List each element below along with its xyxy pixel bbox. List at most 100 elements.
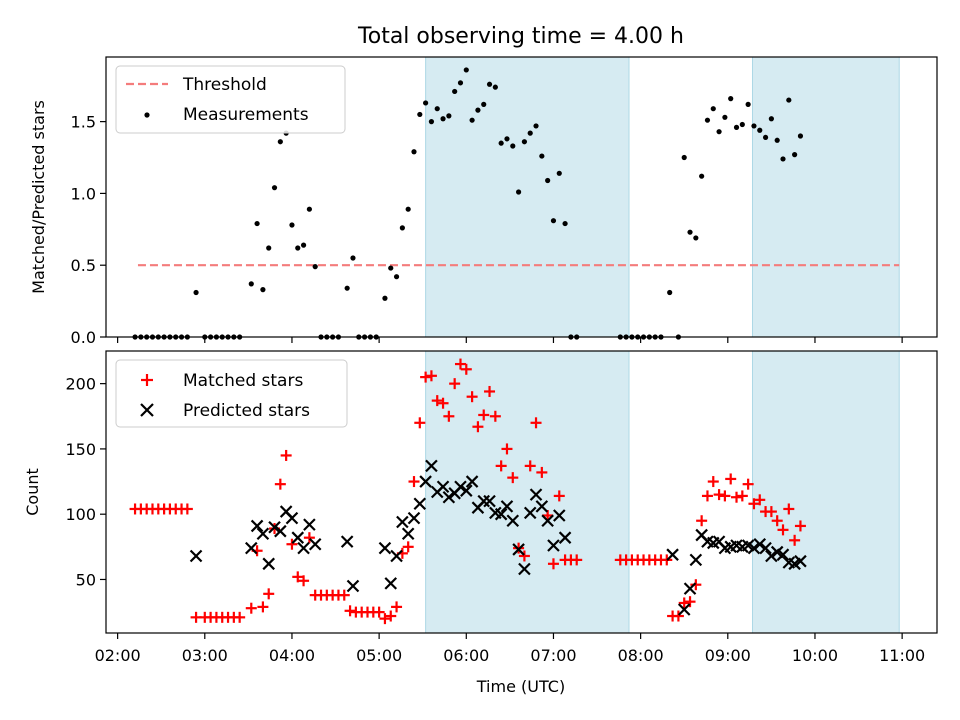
measurement-point [716,129,722,135]
matched-star-point [690,579,702,591]
top-legend: Threshold Measurements [115,65,346,134]
matched-star-point [672,610,684,622]
matched-star-point [754,494,766,506]
predicted-star-point [346,579,360,593]
measurement-point [486,81,493,87]
measurement-point [446,113,452,119]
matched-star-point [771,515,783,527]
predicted-star-point [776,548,790,561]
predicted-star-point [285,511,299,525]
matched-star-point [725,473,737,485]
predicted-star-point [291,531,305,544]
matched-star-point [344,605,356,617]
predicted-star-point [390,549,403,563]
bot-y-tick-label: 100 [65,505,96,524]
matched-star-point [414,417,426,429]
matched-star-point [263,588,275,600]
x-tick-label: 04:00 [269,646,315,665]
measurement-point [417,111,423,118]
predicted-star-point [274,524,287,538]
measurement-point [704,117,711,123]
measurement-point [556,170,562,176]
predicted-star-point [794,554,807,568]
matched-star-point [748,498,760,510]
matched-star-point [507,472,519,484]
measurement-point [786,97,792,103]
x-tick-label: 06:00 [443,646,489,665]
measurement-point [768,116,774,122]
measurement-point [463,67,469,73]
top-observing-window-2 [751,56,900,338]
predicted-star-point [297,541,310,555]
measurement-point [434,106,440,112]
predicted-star-point [378,541,392,555]
measurement-point [405,206,411,212]
measurement-point [344,285,350,291]
measurement-point [681,154,687,161]
measurement-point [757,127,763,133]
predicted-star-point [436,480,450,494]
predicted-star-point [262,557,275,571]
measurement-point [745,101,751,107]
predicted-star-point [425,459,438,473]
matched-star-point [460,363,472,375]
bot-y-tick-label: 50 [76,570,96,589]
measurement-point [693,235,699,241]
predicted-star-point [442,490,456,504]
predicted-star-point [541,514,554,528]
measurement-point [457,80,464,86]
predicted-star-point [512,543,525,556]
measurement-point [350,255,356,261]
measurement-point [277,139,283,145]
measurement-point [515,189,522,195]
measurement-point [306,206,312,212]
x-tick-label: 02:00 [95,646,141,665]
predicted-star-point [308,537,322,551]
matched-star-point [495,460,507,472]
matched-star-point [431,395,443,407]
x-tick-label: 10:00 [792,646,838,665]
measurement-point [382,295,388,301]
matched-star-point [501,443,513,455]
measurement-point [521,139,528,145]
matched-star-point [524,460,536,472]
matched-star-point [373,606,385,618]
x-tick-label: 07:00 [530,646,576,665]
matched-star-point [466,391,478,403]
measurement-point [562,220,568,227]
measurement-point [510,143,516,149]
matched-star-point [286,538,298,550]
bottom-legend-box [115,359,348,428]
predicted-star-point [454,480,467,494]
top-y-tick-label: 0.0 [71,328,96,347]
x-tick-label: 03:00 [182,646,228,665]
matched-star-point [454,358,466,370]
measurements-legend-label: Measurements [183,105,309,125]
top-axes-frame [105,56,938,338]
matched-star-point [777,524,789,536]
bot-observing-window-1 [425,350,630,634]
predicted-star-point [483,494,496,508]
measurement-point [393,274,400,280]
bottom-axes-frame [105,350,938,634]
threshold-legend-label: Threshold [182,75,267,95]
measurement-point [687,229,693,235]
matched-star-point [402,541,414,553]
matched-star-point [731,491,743,503]
matched-star-point [783,503,795,515]
matched-star-point [536,466,548,478]
matched-star-point [437,397,449,409]
measurement-point [780,156,786,162]
measurement-point [388,265,394,271]
measurement-point [312,264,318,270]
measurement-point [751,123,757,129]
measurement-point [399,225,405,231]
predicted-legend-swatch [140,403,154,417]
measurement-point [498,140,504,146]
matched-star-point [661,554,673,566]
matched-star-point [678,597,690,609]
measurement-point [248,281,254,287]
measurement-point [533,123,539,129]
predicted-star-point [677,603,691,616]
predicted-star-point [689,553,703,567]
